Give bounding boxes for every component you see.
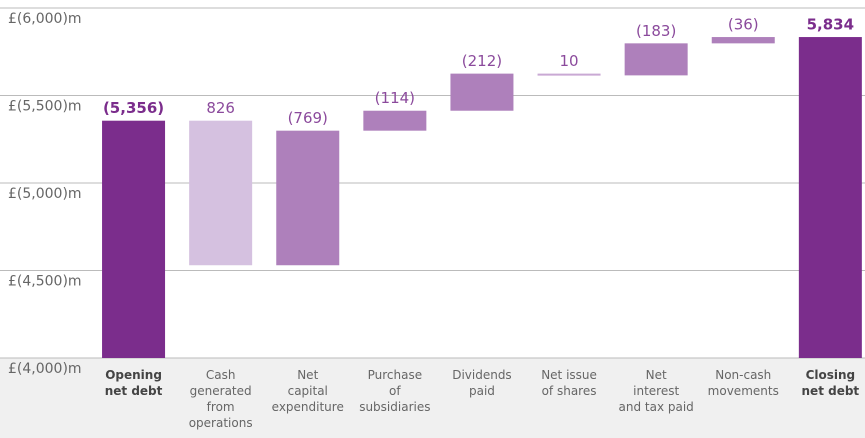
bar bbox=[537, 73, 601, 76]
value-label: (114) bbox=[375, 89, 415, 107]
x-tick-label: Net issue of shares bbox=[541, 368, 597, 398]
x-tick-label: Opening net debt bbox=[105, 368, 163, 398]
category-band bbox=[0, 358, 865, 438]
value-label: (36) bbox=[728, 16, 759, 34]
y-tick-label: £(5,000)m bbox=[8, 186, 82, 202]
value-label: 10 bbox=[560, 52, 579, 70]
y-tick-label: £(5,500)m bbox=[8, 99, 82, 115]
x-tick-label: Net capital expenditure bbox=[272, 368, 344, 414]
value-label: 5,834 bbox=[807, 16, 854, 34]
value-label: (5,356) bbox=[103, 99, 164, 117]
y-tick-label: £(4,500)m bbox=[8, 274, 82, 290]
x-tick-label: Cash generated from operations bbox=[189, 368, 253, 430]
bar bbox=[363, 110, 427, 131]
y-tick-label: £(6,000)m bbox=[8, 11, 82, 27]
bar bbox=[798, 37, 862, 359]
bar bbox=[450, 73, 514, 111]
bar bbox=[276, 130, 340, 266]
bar bbox=[189, 120, 253, 266]
bar bbox=[711, 37, 775, 44]
x-tick-label: Dividends paid bbox=[452, 368, 511, 398]
x-tick-label: Net interest and tax paid bbox=[619, 368, 694, 414]
value-label: (769) bbox=[288, 109, 328, 127]
bar bbox=[624, 43, 688, 76]
value-label: 826 bbox=[206, 99, 235, 117]
value-label: (212) bbox=[462, 52, 502, 70]
x-tick-label: Closing net debt bbox=[802, 368, 860, 398]
x-tick-label: Non-cash movements bbox=[708, 368, 779, 398]
x-tick-label: Purchase of subsidiaries bbox=[359, 368, 430, 414]
y-tick-label: £(4,000)m bbox=[8, 361, 82, 377]
value-label: (183) bbox=[636, 22, 676, 40]
bar bbox=[102, 120, 166, 358]
